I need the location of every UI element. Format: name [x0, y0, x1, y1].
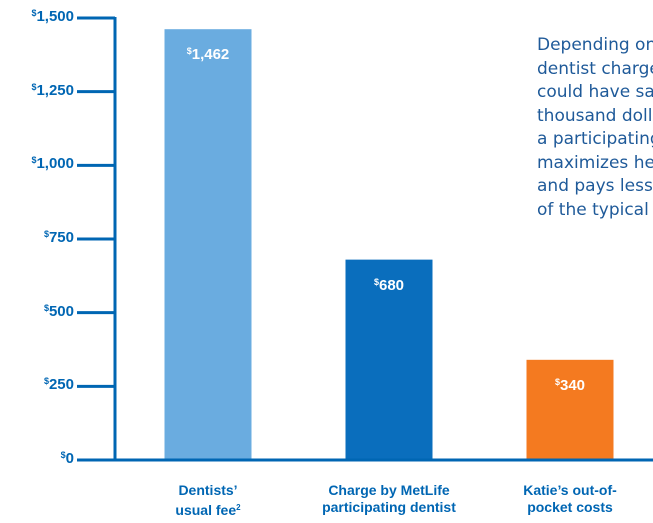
bar-3 [526, 359, 614, 460]
y-tick-label: $0 [60, 450, 74, 467]
side-note-line: of the typical fee. [537, 199, 653, 220]
side-note-line: thousand dollars by using [537, 105, 653, 126]
y-tick-label: $500 [43, 302, 74, 320]
side-note-line: maximizes her benefits [537, 152, 653, 173]
x-category-label: Katie’s out-of-pocket costs [523, 482, 617, 515]
y-tick-label: $250 [43, 376, 74, 394]
bar-value-label: $340 [554, 376, 586, 394]
y-tick-label: $1,500 [31, 8, 74, 25]
side-note-line: a participating dentist that [537, 129, 653, 149]
x-category-label: Dentists’ usual fee2 [175, 482, 241, 518]
y-tick-label: $1,000 [31, 155, 74, 173]
side-note-line: Depending on her [537, 35, 653, 55]
y-tick-label: $1,250 [31, 81, 74, 99]
x-category-label: Charge by MetLife participating dentist [322, 482, 456, 515]
side-note-line: dentist charges, Katie [537, 58, 653, 79]
y-tick-label: $750 [43, 229, 74, 246]
side-note-line: and pays less than half [537, 176, 653, 196]
bar-value-label: $680 [373, 276, 405, 294]
side-note: Depending on her dentist charges, Katie co… [537, 34, 653, 294]
bar-1 [164, 29, 252, 461]
side-note-line: could have saved a [537, 82, 653, 102]
bar-2 [345, 259, 433, 460]
bar-value-label: $1,462 [186, 46, 230, 64]
